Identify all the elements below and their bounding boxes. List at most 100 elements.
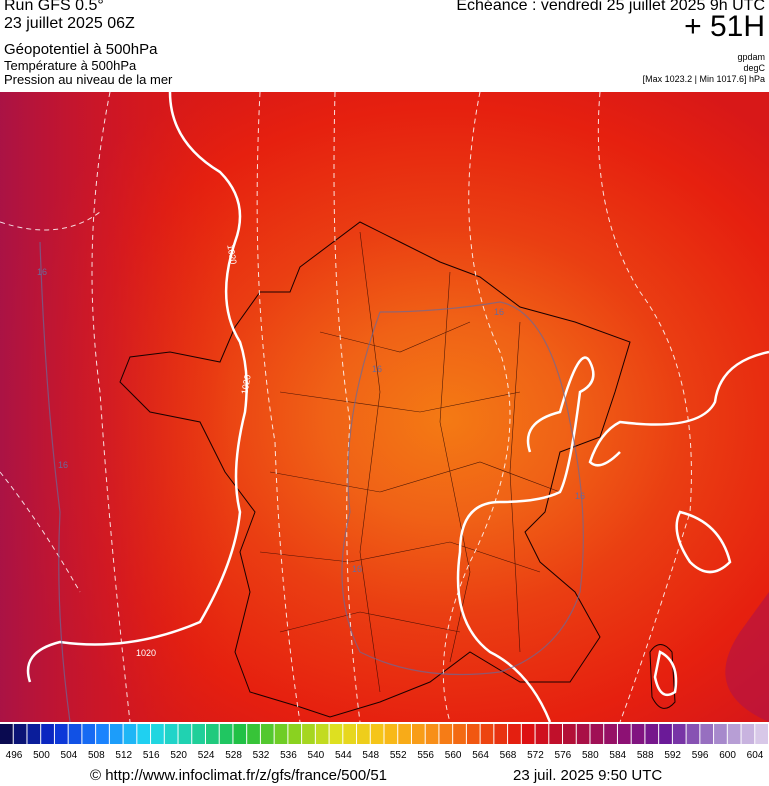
scale-label: 604	[747, 750, 764, 761]
scale-label: 508	[88, 750, 105, 761]
unit: degC	[743, 63, 765, 73]
color-swatch	[0, 724, 13, 744]
color-swatch	[466, 724, 480, 744]
color-swatch	[411, 724, 425, 744]
isobar-label: 1020	[239, 374, 252, 395]
echeance: Echéance : vendredi 25 juillet 2025 9h U…	[456, 0, 765, 14]
color-swatch	[398, 724, 411, 744]
isobar	[675, 510, 732, 574]
field: Géopotentiel à 500hPa	[4, 41, 158, 58]
scale-label: 544	[335, 750, 352, 761]
temperature-field	[725, 592, 769, 722]
scale-label: 552	[390, 750, 407, 761]
color-swatch	[480, 724, 494, 744]
color-swatch	[219, 724, 233, 744]
temperature-label: 16	[494, 307, 504, 317]
scale-label: 520	[170, 750, 187, 761]
map: 1020 1020 1020 16 16 16 16 16 16	[0, 92, 769, 722]
scale-label: 540	[308, 750, 325, 761]
isobar	[653, 650, 678, 697]
isobar-label: 1020	[225, 244, 238, 265]
scale-label: 560	[445, 750, 462, 761]
scale-label: 532	[253, 750, 270, 761]
color-swatch	[329, 724, 343, 744]
color-swatch	[68, 724, 82, 744]
scale-label: 596	[692, 750, 709, 761]
color-swatch	[590, 724, 604, 744]
color-swatch	[205, 724, 219, 744]
color-swatch	[370, 724, 384, 744]
color-swatch	[659, 724, 672, 744]
scale-label: 600	[719, 750, 736, 761]
coastline	[119, 221, 631, 718]
color-swatch	[13, 724, 27, 744]
scale-label: 576	[555, 750, 572, 761]
scale-label: 584	[609, 750, 626, 761]
color-swatch	[302, 724, 315, 744]
color-swatch	[700, 724, 714, 744]
color-swatch	[164, 724, 178, 744]
color-scale: 496 500 504 508 512 516 520 524 528 532 536 540 544 5…	[0, 724, 768, 761]
color-swatch	[439, 724, 453, 744]
timestamp: 23 juil. 2025 9:50 UTC	[513, 767, 663, 784]
scale-label: 580	[582, 750, 599, 761]
isobar	[26, 92, 248, 683]
color-swatch	[247, 724, 260, 744]
color-swatch	[686, 724, 700, 744]
color-swatch	[343, 724, 357, 744]
color-swatch	[96, 724, 109, 744]
geopotential-contour	[0, 92, 692, 722]
color-swatch	[508, 724, 521, 744]
color-swatch	[645, 724, 659, 744]
color-swatch	[357, 724, 370, 744]
scale-label: 572	[527, 750, 544, 761]
color-swatch	[631, 724, 645, 744]
color-swatch	[41, 724, 54, 744]
field: Température à 500hPa	[4, 58, 137, 73]
color-swatch	[178, 724, 192, 744]
scale-label: 588	[637, 750, 654, 761]
temperature-label: 16	[58, 460, 68, 470]
lead-time: + 51H	[684, 10, 765, 43]
scale-label: 556	[417, 750, 434, 761]
scale-label: 568	[500, 750, 517, 761]
color-swatch	[741, 724, 755, 744]
temperature-contour	[39, 241, 584, 722]
isobar	[588, 350, 769, 467]
scale-label: 524	[198, 750, 215, 761]
color-swatch	[151, 724, 164, 744]
temperature-label: 16	[37, 267, 47, 277]
color-swatch	[494, 724, 508, 744]
color-swatch	[274, 724, 288, 744]
color-swatch	[260, 724, 274, 744]
color-swatch	[233, 724, 247, 744]
isobar-label: 1020	[136, 648, 156, 658]
color-swatch	[727, 724, 741, 744]
color-swatch	[54, 724, 68, 744]
color-swatch	[755, 724, 768, 744]
color-swatch	[109, 724, 123, 744]
borders	[259, 231, 561, 693]
source: © http://www.infoclimat.fr/z/gfs/france/…	[90, 767, 388, 784]
run: Run GFS 0.5°	[4, 0, 104, 14]
run-date: 23 juillet 2025 06Z	[4, 15, 135, 32]
color-swatch	[425, 724, 439, 744]
scale-label: 528	[225, 750, 242, 761]
color-swatch	[672, 724, 686, 744]
scale-label: 592	[664, 750, 681, 761]
temperature-label: 16	[352, 564, 362, 574]
pressure-range: [Max 1023.2 | Min 1017.6] hPa	[642, 74, 765, 84]
scale-label: 500	[33, 750, 50, 761]
color-swatch	[563, 724, 576, 744]
color-swatch	[384, 724, 398, 744]
color-swatch	[521, 724, 535, 744]
unit: gpdam	[737, 52, 765, 62]
isobar	[456, 356, 595, 722]
scale-label: 564	[472, 750, 489, 761]
color-swatch	[315, 724, 329, 744]
scale-label: 512	[115, 750, 132, 761]
color-swatch	[288, 724, 302, 744]
scale-label: 516	[143, 750, 160, 761]
color-swatch	[123, 724, 137, 744]
